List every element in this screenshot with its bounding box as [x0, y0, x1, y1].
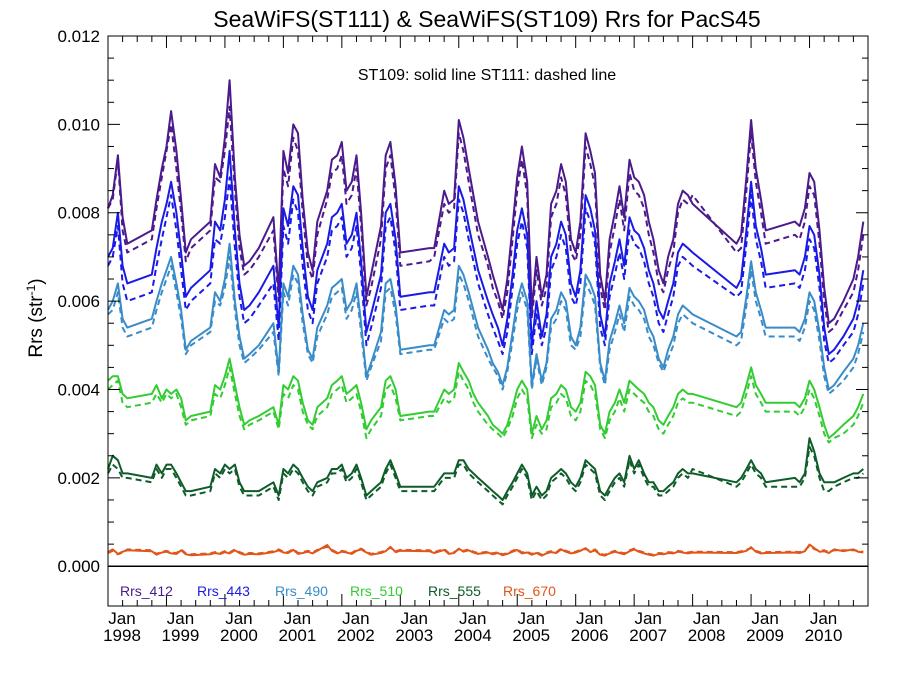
x-tick-month: Jan [810, 609, 837, 628]
y-axis-label-main: Rrs (str [26, 295, 47, 358]
series-line-rrs-490-solid [107, 242, 865, 391]
series-line-rrs-670-dashed [107, 544, 864, 556]
x-tick-month: Jan [342, 609, 369, 628]
x-tick-year: 2002 [337, 626, 375, 645]
x-tick-month: Jan [576, 609, 603, 628]
series-line-rrs-670-solid [107, 543, 864, 557]
x-tick-year: 2004 [454, 626, 492, 645]
y-tick-label: 0.002 [57, 469, 100, 488]
x-tick-year: 2005 [512, 626, 550, 645]
x-tick-year: 2000 [220, 626, 258, 645]
y-tick-label: 0.010 [57, 115, 100, 134]
x-tick-year: 1999 [162, 626, 200, 645]
x-tick-month: Jan [634, 609, 661, 628]
x-tick-year: 2007 [629, 626, 667, 645]
y-axis-label: Rrs (str-1) [24, 278, 47, 357]
x-tick-month: Jan [284, 609, 311, 628]
x-tick-month: Jan [693, 609, 720, 628]
legend-label-rrs-670: Rrs_670 [503, 583, 556, 599]
chart-title: SeaWiFS(ST111) & SeaWiFS(ST109) Rrs for … [213, 6, 760, 32]
legend: Rrs_412 Rrs_443 Rrs_490 Rrs_510 Rrs_555 Rrs_6… [120, 583, 556, 599]
series-line-rrs-510-dashed [107, 366, 865, 444]
series-line-rrs-412-solid [107, 79, 865, 325]
x-tick-month: Jan [401, 609, 428, 628]
x-tick-year: 2001 [278, 626, 316, 645]
y-tick-label: 0.006 [57, 292, 100, 311]
x-tick-month: Jan [225, 609, 252, 628]
x-tick-year: 1998 [103, 626, 141, 645]
y-tick-label: 0.008 [57, 204, 100, 223]
x-tick-month: Jan [518, 609, 545, 628]
x-tick-month: Jan [751, 609, 778, 628]
x-tick-month: Jan [459, 609, 486, 628]
x-tick-year: 2010 [805, 626, 843, 645]
series-line-rrs-443-solid [107, 149, 865, 356]
chart-subtitle: ST109: solid line ST111: dashed line [358, 67, 616, 84]
legend-label-rrs-510: Rrs_510 [350, 583, 403, 599]
y-tick-label: 0.004 [57, 380, 100, 399]
y-axis-label-close: ) [26, 278, 47, 284]
series-layer [107, 79, 865, 557]
legend-label-rrs-555: Rrs_555 [428, 583, 481, 599]
legend-label-rrs-443: Rrs_443 [197, 583, 250, 599]
series-line-rrs-555-solid [107, 437, 864, 501]
plot-frame [107, 35, 869, 607]
series-line-rrs-510-solid [107, 357, 865, 440]
y-axis-label-sup: -1 [24, 284, 38, 295]
series-line-rrs-412-dashed [107, 105, 865, 333]
legend-label-rrs-412: Rrs_412 [120, 583, 173, 599]
legend-label-rrs-490: Rrs_490 [275, 583, 328, 599]
x-tick-month: Jan [167, 609, 194, 628]
x-tick-year: 2008 [688, 626, 726, 645]
series-line-rrs-443-dashed [107, 176, 865, 364]
y-tick-label: 0.000 [57, 557, 100, 576]
y-tick-label: 0.012 [57, 27, 100, 46]
x-tick-year: 2006 [571, 626, 609, 645]
x-tick-year: 2009 [746, 626, 784, 645]
series-line-rrs-490-dashed [107, 255, 865, 395]
x-tick-month: Jan [108, 609, 135, 628]
axis-ticks: 0.0000.0020.0040.0060.0080.0100.012Jan19… [57, 27, 868, 645]
series-line-rrs-555-dashed [107, 445, 864, 506]
x-tick-year: 2003 [395, 626, 433, 645]
